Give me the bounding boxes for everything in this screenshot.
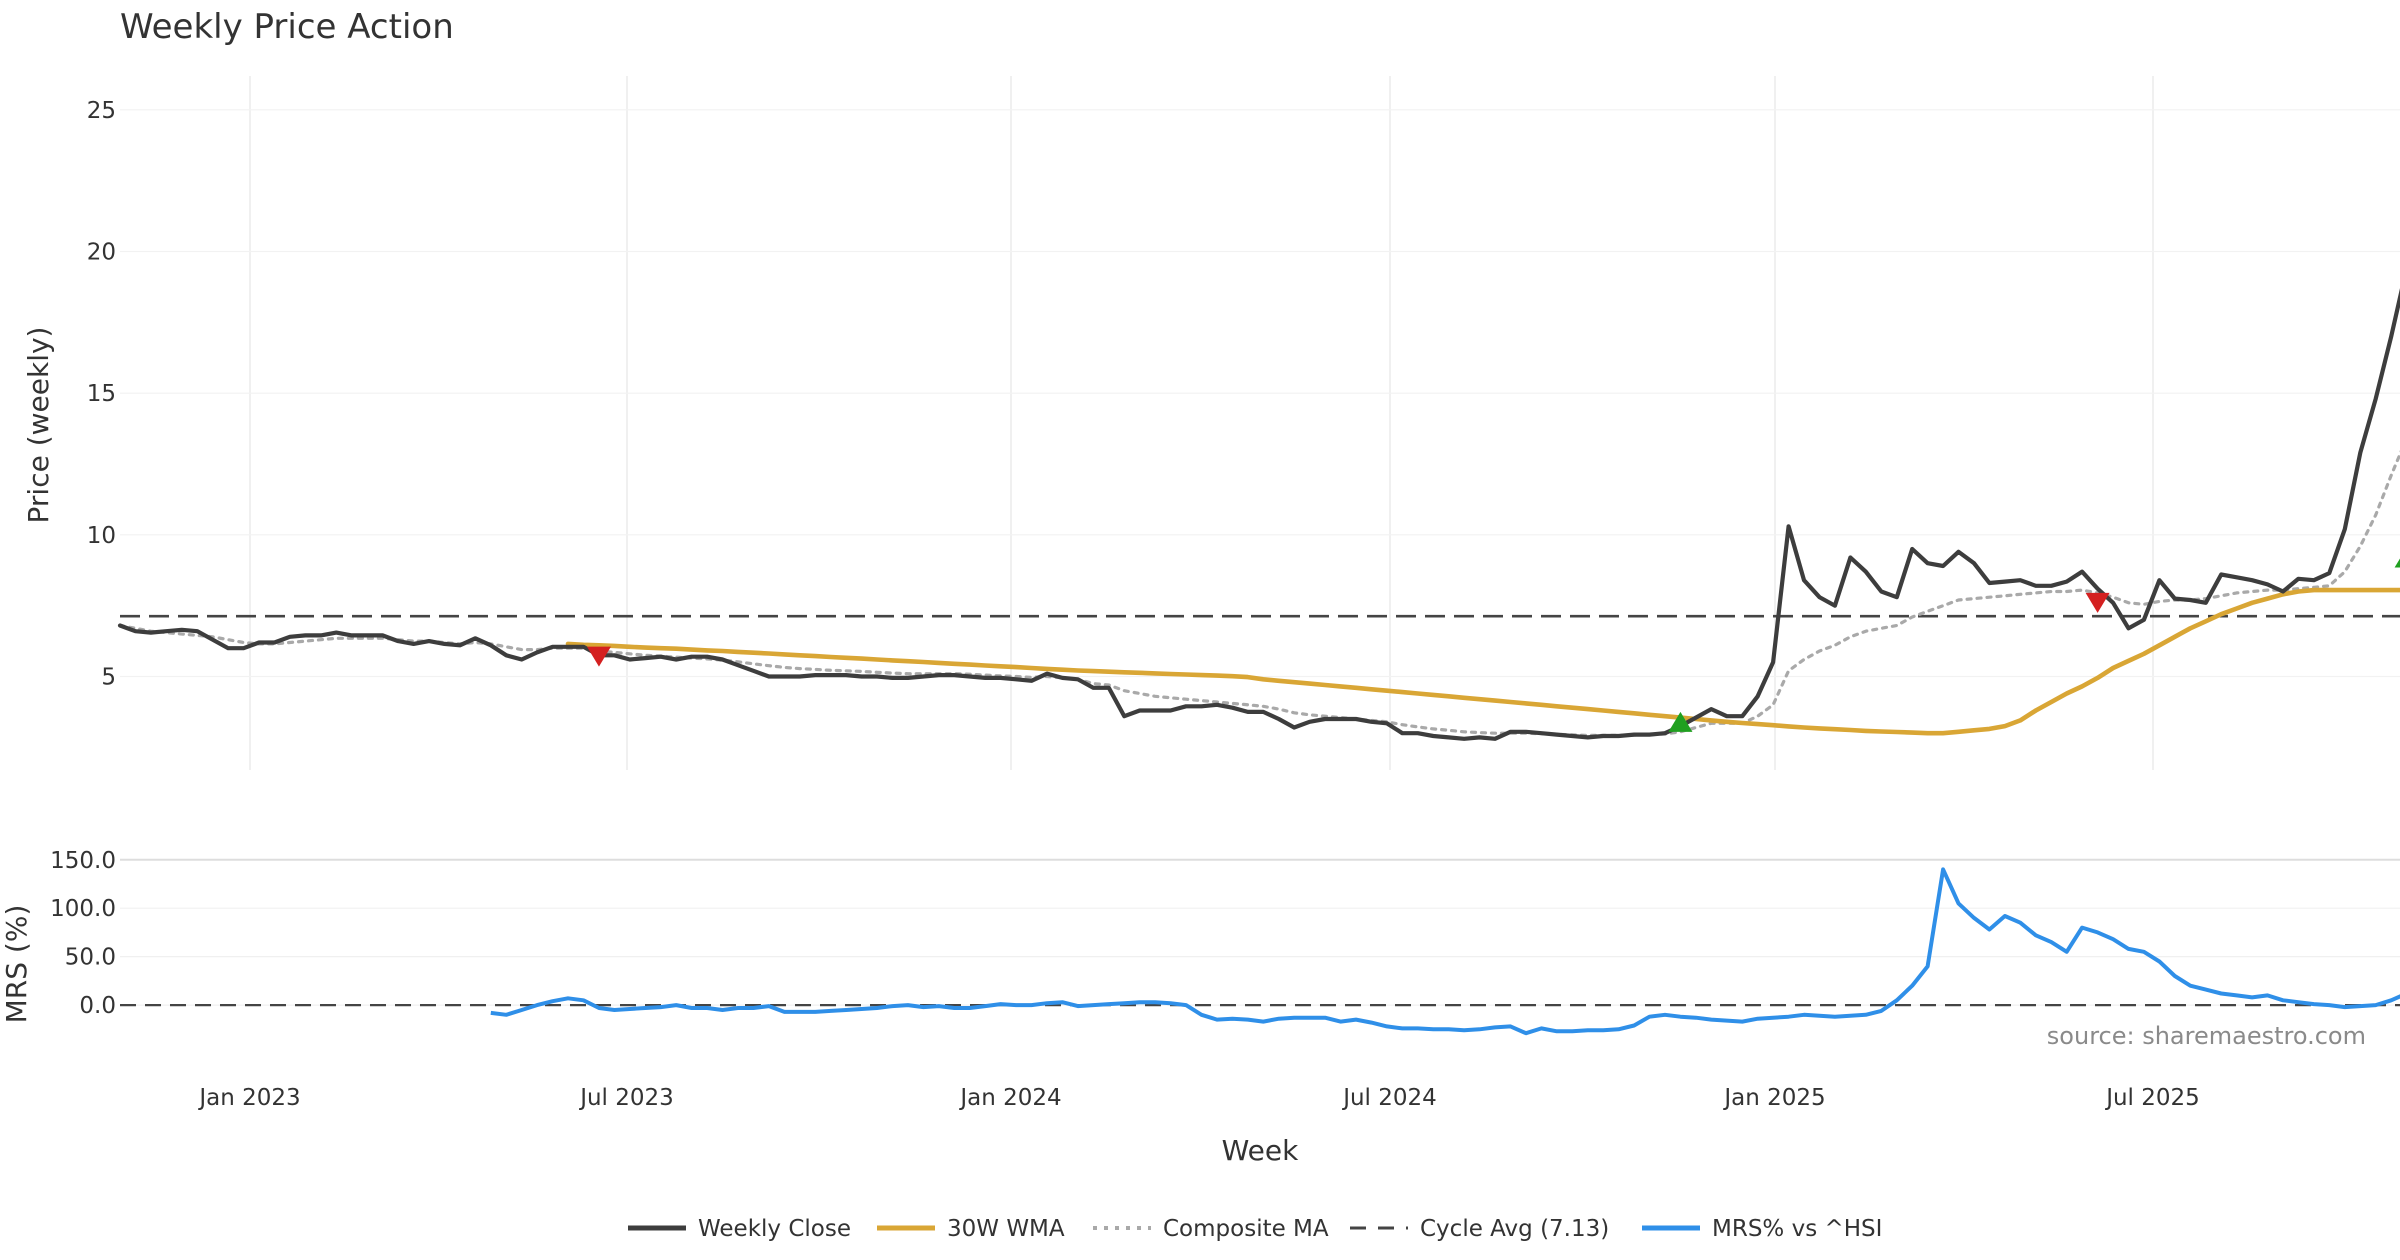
price-series [117, 288, 2400, 741]
price-gridlines [120, 76, 2400, 770]
legend-label: 30W WMA [947, 1216, 1065, 1242]
x-axis-title: Week [1222, 1134, 1299, 1167]
price-y-ticks: 5 10 15 20 25 [87, 98, 116, 691]
x-tick-label: Jan 2023 [197, 1085, 300, 1111]
price-signals [586, 558, 2400, 732]
sell-signal-marker [2085, 592, 2110, 613]
price-y-tick-label: 10 [87, 523, 116, 549]
mrs-y-tick-label: 50.0 [65, 945, 116, 971]
legend-label: MRS% vs ^HSI [1712, 1216, 1882, 1242]
buy-signal-marker [2394, 558, 2400, 568]
x-tick-label: Jul 2024 [1341, 1085, 1437, 1111]
buy-signal-marker [1668, 711, 1693, 732]
mrs-gridlines [120, 858, 2400, 1006]
mrs-y-ticks: 150.0 100.0 50.0 0.0 [50, 848, 116, 1019]
price-y-tick-label: 25 [87, 98, 116, 124]
x-tick-label: Jul 2023 [578, 1085, 674, 1111]
price-y-tick-label: 20 [87, 240, 116, 266]
legend: Weekly Close 30W WMA Composite MA Cycle Avg… [628, 1216, 1882, 1242]
price-y-axis-title: Price (weekly) [22, 327, 55, 524]
sell-signal-marker [586, 646, 611, 667]
source-note: source: sharemaestro.com [2047, 1022, 2366, 1050]
30w-wma-line [565, 587, 2400, 736]
legend-label: Weekly Close [698, 1216, 851, 1242]
price-y-tick-label: 15 [87, 381, 116, 407]
mrs-y-tick-label: 150.0 [50, 848, 116, 874]
mrs-y-tick-label: 0.0 [79, 993, 116, 1019]
mrs-y-axis-title: MRS (%) [0, 905, 33, 1024]
mrs-y-tick-label: 100.0 [50, 896, 116, 922]
x-tick-label: Jan 2024 [958, 1085, 1061, 1111]
legend-label: Composite MA [1163, 1216, 1329, 1242]
price-y-tick-label: 5 [101, 665, 116, 691]
chart-title: Weekly Price Action [120, 7, 454, 47]
x-tick-label: Jan 2025 [1722, 1085, 1825, 1111]
legend-label: Cycle Avg (7.13) [1420, 1216, 1609, 1242]
weekly-close-line [117, 288, 2400, 741]
x-axis-ticks: Jan 2023 Jul 2023 Jan 2024 Jul 2024 Jan 2025… [197, 1085, 2199, 1111]
x-tick-label: Jul 2025 [2104, 1085, 2200, 1111]
mrs-line [490, 867, 2400, 1036]
composite-ma-line [118, 450, 2400, 737]
mrs-series [490, 867, 2400, 1036]
